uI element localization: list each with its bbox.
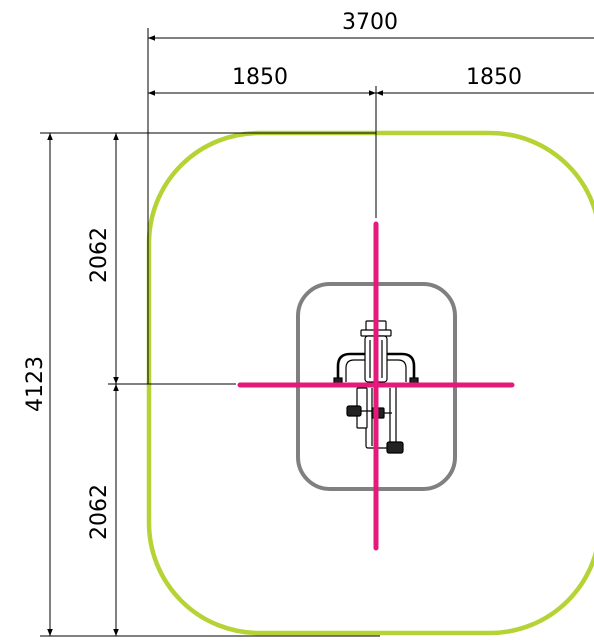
extension-lines <box>40 28 380 637</box>
dimension-label-half-depth-top: 2062 <box>87 227 112 283</box>
dimension-half-width-left: 1850 <box>148 65 376 96</box>
dimension-label-total-depth: 4123 <box>23 356 48 412</box>
dimension-label-half-width-right: 1850 <box>466 65 522 90</box>
dimension-label-total-width: 3700 <box>342 10 398 35</box>
center-axis-cross <box>237 221 515 551</box>
dimension-half-depth-bottom: 2062 <box>87 384 119 636</box>
dimension-total-width: 3700 <box>148 10 594 41</box>
dimension-half-depth-top: 2062 <box>87 133 119 384</box>
dimension-half-width-right: 1850 <box>376 65 594 96</box>
dimension-label-half-width-left: 1850 <box>232 65 288 90</box>
dimension-total-depth: 4123 <box>23 133 53 636</box>
dimension-label-half-depth-bottom: 2062 <box>87 484 112 540</box>
